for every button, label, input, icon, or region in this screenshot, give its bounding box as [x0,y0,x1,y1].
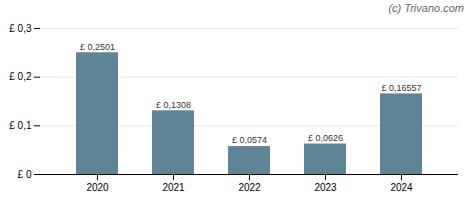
svg-text:2022: 2022 [238,182,261,193]
svg-text:£ 0,3: £ 0,3 [9,23,32,34]
svg-text:2024: 2024 [390,182,413,193]
html-text:(c) Trivano.com: (c) Trivano.com [388,2,464,14]
svg-text:2021: 2021 [162,182,185,193]
svg-text:£ 0,0574: £ 0,0574 [232,135,267,145]
svg-text:£ 0,2: £ 0,2 [9,71,32,82]
svg-text:£ 0: £ 0 [18,169,32,180]
svg-text:2020: 2020 [86,182,109,193]
svg-text:£ 0,16557: £ 0,16557 [381,83,421,93]
svg-text:2023: 2023 [314,182,337,193]
svg-text:£ 0,2501: £ 0,2501 [80,42,115,52]
svg-text:£ 0,1308: £ 0,1308 [156,100,191,110]
svg-text:£ 0,0626: £ 0,0626 [308,133,343,143]
svg-text:£ 0,1: £ 0,1 [9,120,32,131]
